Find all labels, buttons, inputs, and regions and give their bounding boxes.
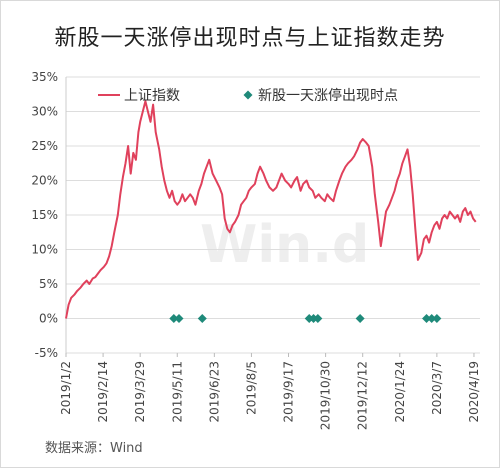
watermark: Win.d [200,215,369,275]
y-tick-label: 10% [31,243,58,257]
ipo-limit-up-marker [355,314,365,323]
ipo-limit-up-marker [197,314,207,323]
ipo-limit-up-marker [174,314,184,323]
ipo-limit-up-marker [432,314,442,323]
ipo-limit-up-marker [169,314,179,323]
x-axis-ticks: 2019/1/2 2019/2/14 2019/3/29 2019/5/11 2019/… [59,353,481,430]
y-tick-label: 25% [31,139,58,153]
x-tick-label: 2019/10/30 [319,361,333,430]
x-tick-label: 2020/4/19 [467,361,481,423]
x-tick-label: 2019/3/29 [133,361,147,423]
x-tick-label: 2019/12/12 [356,361,370,430]
series-line-shanghai-index [65,100,477,319]
y-axis-ticks: -5% 0% 5% 10% 15% 20% 25% 30% 35% [31,70,58,360]
source-note: 数据来源：Wind [45,441,143,456]
ipo-limit-up-marker [313,314,323,323]
plot-area [65,100,477,323]
legend-label-ipo: 新股一天涨停出现时点 [258,87,398,104]
x-tick-label: 2020/1/24 [393,361,407,423]
x-tick-label: 2019/2/14 [96,361,110,423]
ipo-limit-up-marker [427,314,437,323]
chart-title: 新股一天涨停出现时点与上证指数走势 [54,26,446,51]
y-tick-label: 0% [39,312,58,326]
y-tick-label: -5% [35,346,58,360]
ipo-limit-up-marker [422,314,432,323]
y-tick-label: 5% [39,277,58,291]
x-tick-label: 2019/9/17 [282,361,296,423]
legend: 上证指数 新股一天涨停出现时点 [98,87,398,104]
x-tick-label: 2019/8/5 [244,361,258,415]
y-tick-label: 35% [31,70,58,84]
legend-label-index: 上证指数 [124,88,180,104]
x-tick-label: 2019/6/23 [207,361,221,423]
y-tick-label: 30% [31,105,58,119]
y-tick-label: 20% [31,174,58,188]
legend-marker-swatch [243,90,253,100]
y-tick-label: 15% [31,208,58,222]
x-tick-label: 2020/3/7 [430,361,444,415]
x-tick-label: 2019/5/11 [170,361,184,423]
x-tick-label: 2019/1/2 [59,361,73,415]
grid-lines [65,76,480,354]
